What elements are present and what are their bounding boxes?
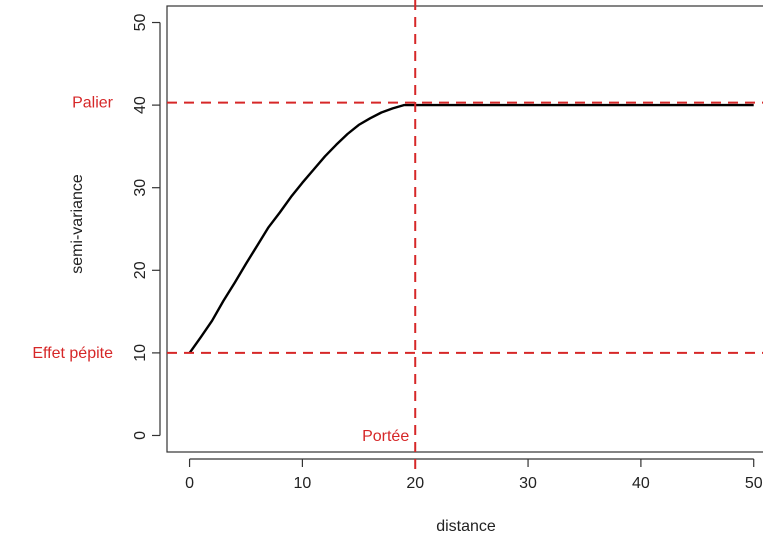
variogram-curve	[188, 103, 754, 354]
x-tick-label: 50	[745, 475, 763, 492]
reference-label-horizontal: Palier	[72, 95, 114, 112]
y-tick-label: 0	[132, 431, 149, 440]
x-tick-label: 10	[293, 475, 311, 492]
plot-frame	[166, 5, 763, 453]
x-tick-label: 30	[519, 475, 537, 492]
x-tick-label: 0	[185, 475, 194, 492]
x-tick-label: 40	[632, 475, 650, 492]
x-axis-title: distance	[436, 518, 496, 535]
y-tick-label: 20	[132, 261, 149, 279]
y-tick-label: 10	[132, 344, 149, 362]
x-tick-label: 20	[406, 475, 424, 492]
y-axis-title: semi-variance	[69, 174, 86, 274]
y-tick-label: 50	[132, 14, 149, 32]
y-tick-label: 40	[132, 96, 149, 114]
reference-label-vertical: Portée	[362, 428, 409, 445]
reference-label-horizontal: Effet pépite	[32, 345, 113, 362]
y-tick-label: 30	[132, 179, 149, 197]
